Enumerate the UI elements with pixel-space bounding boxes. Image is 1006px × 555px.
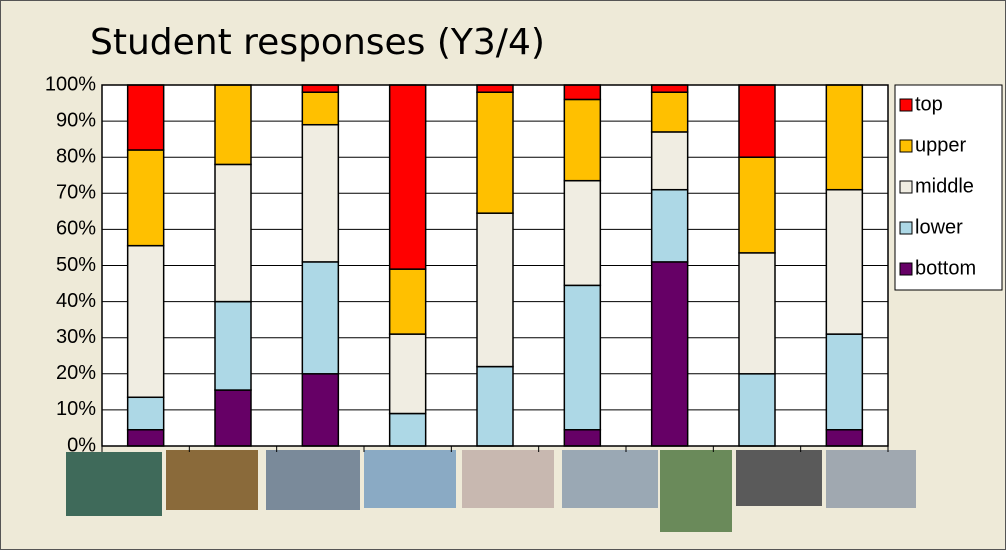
y-tick-label: 30%	[56, 326, 96, 348]
bar-segment	[390, 85, 426, 269]
bar-segment	[128, 430, 164, 446]
bar-segment	[564, 99, 600, 180]
bar-segment	[652, 132, 688, 190]
bar-segment	[215, 85, 251, 164]
bar-segment	[826, 430, 862, 446]
legend-swatch	[900, 99, 912, 111]
photo	[166, 450, 258, 510]
legend-swatch	[900, 140, 912, 152]
photo	[736, 450, 822, 506]
bar-segment	[826, 85, 862, 190]
bar-segment	[215, 390, 251, 446]
y-tick-label: 90%	[56, 109, 96, 131]
y-tick-label: 100%	[45, 73, 96, 95]
photo	[562, 450, 658, 508]
legend-label: upper	[915, 134, 966, 156]
bar-segment	[128, 246, 164, 398]
bar-segment	[128, 150, 164, 246]
bar-segment	[302, 92, 338, 124]
bar-segment	[390, 334, 426, 413]
legend-label: bottom	[915, 257, 976, 279]
photo	[660, 450, 732, 532]
y-tick-label: 20%	[56, 362, 96, 384]
bar-segment	[215, 164, 251, 301]
bar-segment	[739, 157, 775, 253]
y-tick-label: 10%	[56, 398, 96, 420]
bar-segment	[652, 190, 688, 262]
bar-segment	[390, 269, 426, 334]
y-tick-label: 70%	[56, 182, 96, 204]
bar-segment	[128, 85, 164, 150]
y-tick-label: 80%	[56, 145, 96, 167]
bar-segment	[477, 213, 513, 366]
bar-segment	[302, 125, 338, 262]
bar-segment	[564, 181, 600, 286]
bar-segment	[302, 262, 338, 374]
bar-segment	[564, 285, 600, 429]
bar-segment	[652, 92, 688, 132]
chart-title: Student responses (Y3/4)	[90, 22, 545, 63]
chart: Student responses (Y3/4) 0% 10% 20% 30% 40% 5…	[0, 0, 1006, 550]
bar-segment	[564, 430, 600, 446]
legend-swatch	[900, 263, 912, 275]
bar-segment	[564, 85, 600, 99]
legend-label: middle	[915, 175, 974, 197]
bar-segment	[652, 85, 688, 92]
y-tick-label: 40%	[56, 290, 96, 312]
bar-segment	[477, 85, 513, 92]
legend-swatch	[900, 222, 912, 234]
bar-segment	[215, 302, 251, 390]
photo	[826, 450, 916, 508]
bar-segment	[302, 374, 338, 446]
photo	[266, 450, 360, 510]
bar-segment	[739, 253, 775, 374]
y-tick-label: 50%	[56, 254, 96, 276]
bar-segment	[302, 85, 338, 92]
bar-segment	[739, 85, 775, 157]
photo	[364, 450, 456, 508]
legend-swatch	[900, 181, 912, 193]
photo	[462, 450, 554, 508]
y-tick-label: 60%	[56, 218, 96, 240]
photo	[66, 452, 162, 516]
legend-label: top	[915, 93, 943, 115]
bar-segment	[128, 397, 164, 429]
bar-segment	[826, 190, 862, 334]
bar-segment	[477, 367, 513, 446]
bar-segment	[826, 334, 862, 430]
bar-segment	[390, 414, 426, 446]
bar-segment	[652, 262, 688, 446]
y-tick-label: 0%	[67, 434, 96, 456]
legend-label: lower	[915, 216, 963, 238]
bar-segment	[739, 374, 775, 446]
bar-segment	[477, 92, 513, 213]
